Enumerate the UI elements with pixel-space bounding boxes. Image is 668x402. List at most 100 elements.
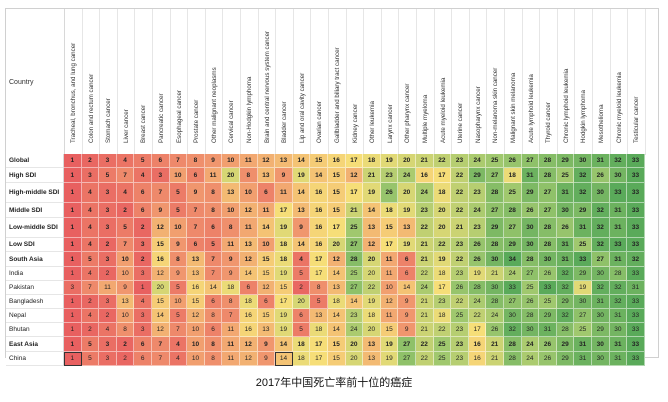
rank-cell: 29 [539,309,557,323]
rank-cell: 7 [204,267,223,281]
rank-cell: 1 [64,183,82,203]
rank-cell: 7 [169,154,188,168]
rank-cell: 28 [521,309,540,323]
rank-cell: 23 [451,154,469,168]
rank-cell: 11 [204,168,223,183]
rank-cell: 14 [398,281,416,295]
column-header: Kidney cancer [345,9,365,155]
rank-cell: 29 [592,323,610,337]
rank-cell: 6 [152,154,170,168]
rank-cell: 4 [81,183,100,203]
rank-cell: 31 [556,252,575,267]
rank-cell: 26 [504,154,522,168]
row-label: East Asia [6,337,64,352]
rank-cell: 10 [187,337,205,352]
rank-cell: 23 [451,352,469,366]
rank-cell: 20 [398,183,416,203]
rank-cell: 11 [240,218,258,238]
rank-cell: 13 [363,218,381,238]
rank-cell: 32 [592,218,610,238]
rank-cell: 26 [521,295,540,309]
rank-cell: 29 [504,238,522,252]
row-label: Pakistan [6,281,64,295]
rank-cell: 8 [204,352,223,366]
rank-cell: 28 [504,203,522,218]
rank-cell: 6 [398,252,416,267]
rank-cell: 22 [451,183,469,203]
rank-cell: 3 [152,168,170,183]
column-header-label: Larynx cancer [386,104,394,143]
rank-cell: 8 [222,295,240,309]
rank-cell: 21 [363,168,381,183]
column-header: Cervical cancer [222,9,241,155]
rank-cell: 14 [328,323,346,337]
rank-cell: 17 [310,267,328,281]
rank-cell: 33 [627,337,645,352]
rank-cell: 2 [116,203,135,218]
rank-cell: 11 [380,309,399,323]
rank-cell: 27 [398,337,416,352]
rank-cell: 30 [556,203,575,218]
rank-cell: 17 [310,337,328,352]
rank-cell: 24 [468,203,487,218]
rank-cell: 2 [81,154,100,168]
rank-cell: 10 [187,323,205,337]
row-label: High SDI [6,168,64,183]
rank-cell: 12 [345,168,364,183]
rank-cell: 28 [539,168,557,183]
rank-cell: 16 [310,183,328,203]
rank-cell: 14 [275,337,293,352]
rank-cell: 27 [504,295,522,309]
rank-cell: 19 [380,337,399,352]
rank-cell: 16 [310,238,328,252]
rank-cell: 1 [64,337,82,352]
rank-cell: 17 [433,168,452,183]
rank-cell: 27 [398,352,416,366]
rank-cell: 31 [574,337,592,352]
rank-cell: 24 [521,352,540,366]
rank-cell: 20 [345,337,364,352]
rank-cell: 9 [169,238,188,252]
column-header-label: Other leukemia [369,101,377,143]
rank-cell: 1 [64,252,82,267]
rank-cell: 4 [81,218,100,238]
rank-cell: 3 [99,218,117,238]
rank-cell: 24 [398,168,416,183]
rank-cell: 30 [539,252,557,267]
rank-cell: 23 [345,309,364,323]
rank-cell: 20 [363,323,381,337]
rank-cell: 17 [328,218,346,238]
column-header-label: Chronic lymphoid leukemia [562,68,570,143]
rank-cell: 6 [134,183,152,203]
rank-cell: 7 [204,252,223,267]
rank-cell: 3 [99,352,117,366]
rank-cell: 22 [416,218,434,238]
column-header-label: Brain and central nervous system cancer [263,30,271,143]
rank-cell: 4 [134,295,152,309]
rank-cell: 18 [275,238,293,252]
rank-cell: 19 [275,323,293,337]
rank-cell: 8 [240,168,258,183]
column-header-label: Non-Hodgkin lymphoma [246,76,253,143]
rank-cell: 26 [521,203,540,218]
row-label: Nepal [6,309,64,323]
rank-cell: 11 [222,352,240,366]
rank-cell: 18 [292,352,311,366]
column-header-label: Nasopharynx cancer [474,86,482,143]
rank-cell: 32 [504,323,522,337]
column-header-label: Prostate cancer [193,99,201,143]
rank-cell: 31 [609,352,628,366]
rank-cell: 17 [275,295,293,309]
rank-cell: 9 [222,252,240,267]
rank-cell: 23 [451,337,469,352]
column-header: Ovarian cancer [310,9,329,155]
rank-cell: 29 [574,203,592,218]
rank-cell: 13 [240,238,258,252]
rank-cell: 30 [574,154,592,168]
rank-cell: 10 [240,183,258,203]
column-header: Tracheal, bronchus, and lung cancer [64,9,83,155]
rank-cell: 16 [468,352,487,366]
rank-cell: 26 [451,281,469,295]
rank-cell: 25 [504,183,522,203]
rank-cell: 14 [328,309,346,323]
